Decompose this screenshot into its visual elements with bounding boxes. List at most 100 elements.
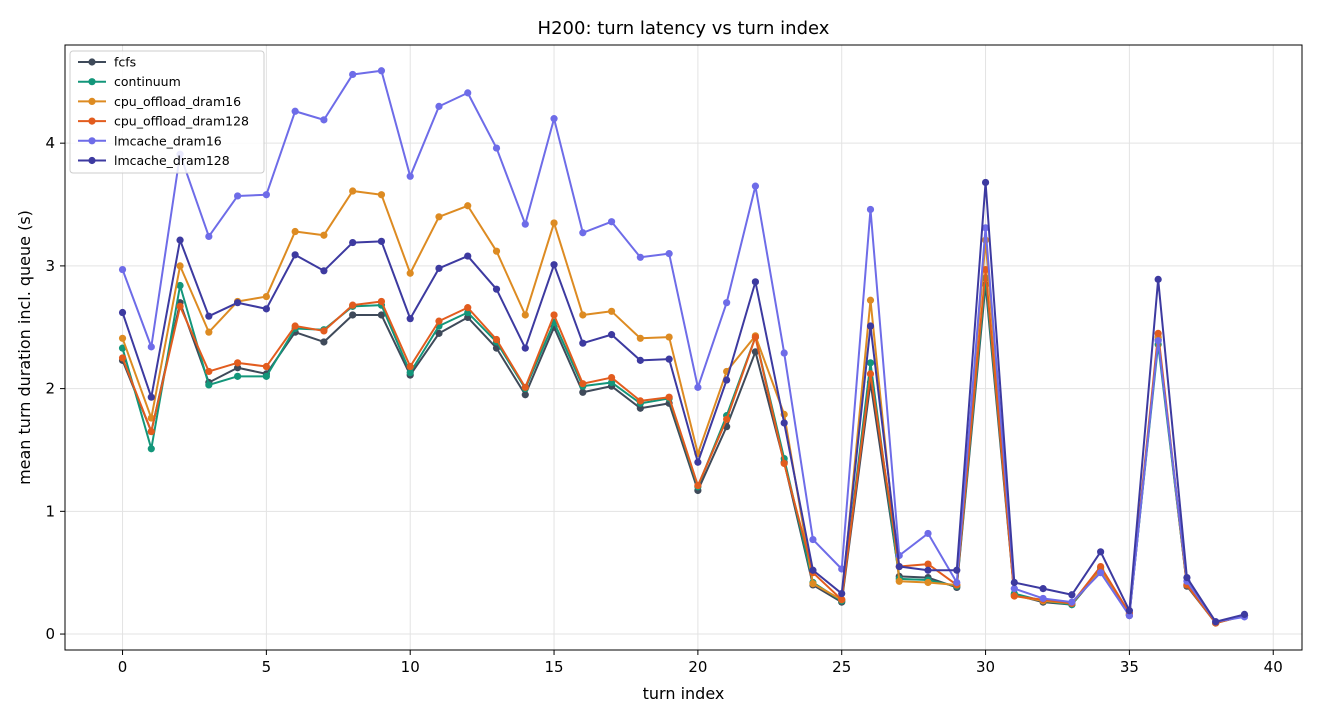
data-point <box>1154 329 1162 337</box>
data-point <box>291 227 299 236</box>
data-point <box>406 369 414 377</box>
data-point <box>550 311 558 319</box>
data-point <box>205 312 213 320</box>
data-point <box>607 331 616 339</box>
data-point <box>953 578 961 587</box>
data-point <box>1154 337 1162 345</box>
data-point <box>579 380 587 388</box>
data-point <box>234 372 242 380</box>
data-point <box>924 566 932 574</box>
data-point <box>694 481 702 490</box>
data-point <box>377 237 386 245</box>
series-lmcache_dram128 <box>118 178 1249 626</box>
data-point <box>607 218 616 226</box>
data-point <box>435 213 443 221</box>
data-point <box>349 187 357 195</box>
legend-swatch-marker <box>88 58 96 66</box>
legend-swatch-marker <box>88 97 96 105</box>
y-axis-ticks: 0 1 2 3 4 <box>45 134 65 643</box>
y-tick-label: 1 <box>45 502 55 520</box>
plot-frame <box>64 44 1303 651</box>
data-point <box>579 339 587 347</box>
data-point <box>1039 585 1047 593</box>
data-point <box>694 458 702 466</box>
legend-item: cpu_offload_dram128 <box>78 114 249 129</box>
data-point <box>464 89 472 97</box>
data-point <box>492 144 501 152</box>
data-point <box>291 322 299 330</box>
data-point <box>550 115 558 123</box>
legend-item: lmcache_dram16 <box>78 133 222 148</box>
data-point <box>1154 275 1162 283</box>
series-lmcache_dram16 <box>118 67 1249 626</box>
legend-label: fcfs <box>114 55 136 70</box>
legend-label: continuum <box>114 74 181 89</box>
data-point <box>205 381 213 389</box>
data-point <box>665 250 673 258</box>
data-point <box>320 231 328 239</box>
y-tick-label: 2 <box>45 380 55 398</box>
chart-title: H200: turn latency vs turn index <box>538 18 830 39</box>
data-point <box>665 333 673 341</box>
data-point <box>866 359 875 367</box>
data-point <box>406 172 414 180</box>
data-point <box>924 578 932 587</box>
data-point <box>1097 548 1105 556</box>
data-point <box>291 251 299 259</box>
data-point <box>751 278 760 286</box>
data-point <box>809 566 817 574</box>
x-tick-label: 15 <box>544 658 563 676</box>
data-point <box>234 192 242 200</box>
legend-item: fcfs <box>78 55 136 70</box>
data-point <box>1039 594 1047 603</box>
data-point <box>521 311 529 319</box>
x-tick-label: 0 <box>118 658 128 676</box>
data-point <box>636 253 644 261</box>
data-point <box>377 67 386 75</box>
x-tick-label: 5 <box>262 658 272 676</box>
data-point <box>1125 607 1133 615</box>
legend-swatch-marker <box>88 156 96 165</box>
data-point <box>981 224 990 232</box>
grid-lines <box>65 45 1302 650</box>
data-point <box>866 296 875 304</box>
data-point <box>377 297 386 306</box>
legend-label: cpu_offload_dram128 <box>114 114 249 129</box>
data-point <box>406 269 414 277</box>
data-point <box>262 372 270 380</box>
data-point <box>262 305 270 313</box>
data-point <box>866 370 875 378</box>
y-tick-label: 4 <box>45 134 55 152</box>
data-point <box>234 359 242 367</box>
data-point <box>1212 618 1220 626</box>
data-point <box>492 285 501 293</box>
data-point <box>118 354 127 362</box>
legend-item: lmcache_dram128 <box>78 153 230 168</box>
y-tick-label: 0 <box>45 625 55 643</box>
data-point <box>262 362 270 371</box>
data-point <box>809 535 817 544</box>
data-point <box>377 311 386 319</box>
data-point <box>694 383 702 391</box>
data-point <box>377 191 386 199</box>
data-point <box>751 348 760 356</box>
data-point <box>320 338 328 346</box>
x-tick-label: 35 <box>1120 658 1139 676</box>
data-point <box>262 191 270 199</box>
series-line <box>121 277 1245 624</box>
series-line <box>121 69 1245 623</box>
data-point <box>607 307 616 315</box>
data-point <box>780 419 788 427</box>
data-point <box>636 356 644 364</box>
data-point <box>895 562 903 571</box>
data-point <box>866 322 875 330</box>
data-point <box>924 529 932 538</box>
x-tick-label: 40 <box>1264 658 1283 676</box>
legend-swatch-marker <box>88 78 96 86</box>
data-point <box>1097 562 1105 571</box>
data-point <box>1068 598 1076 606</box>
data-point <box>636 334 644 342</box>
data-point <box>176 302 184 310</box>
legend: fcfs continuum cpu_offload_dram16 cpu_offlo… <box>69 50 265 174</box>
